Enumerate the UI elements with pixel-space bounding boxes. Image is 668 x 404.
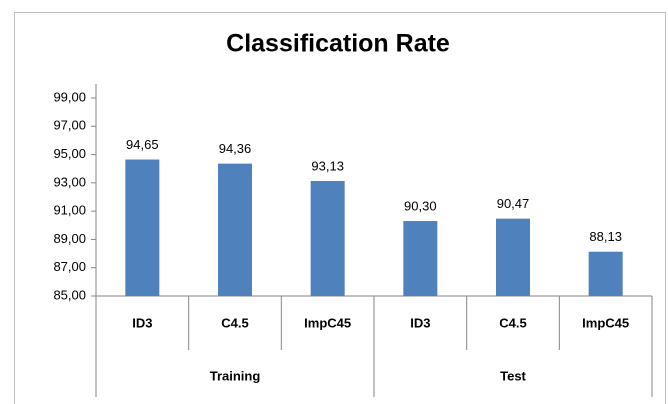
y-tick-label: 89,00 [53,231,86,246]
x-tick-label: C4.5 [499,315,526,330]
value-label: 93,13 [311,158,344,173]
x-tick-label: C4.5 [221,315,248,330]
value-label: 90,47 [497,196,530,211]
x-tick-label: ImpC45 [304,315,351,330]
bar [218,163,252,296]
value-label: 88,13 [589,229,622,244]
y-tick-label: 97,00 [53,118,86,133]
value-label: 94,36 [219,141,252,156]
y-tick-label: 87,00 [53,259,86,274]
bar [588,251,623,296]
y-tick-label: 91,00 [53,203,86,218]
chart-title: Classification Rate [226,30,450,58]
y-tick-label: 85,00 [53,287,86,302]
chart-border [14,12,666,404]
bar [310,181,345,296]
x-tick-label: ImpC45 [582,315,629,330]
x-tick-label: ID3 [410,315,430,330]
y-tick-label: 95,00 [53,146,86,161]
group-label: Training [210,368,261,383]
x-tick-label: ID3 [132,315,152,330]
bar [496,218,530,296]
value-label: 94,65 [126,137,159,152]
y-tick-label: 99,00 [53,89,86,104]
group-label: Test [500,368,526,383]
value-label: 90,30 [404,198,437,213]
bar [403,221,438,296]
bar [125,159,160,296]
y-tick-label: 93,00 [53,174,86,189]
